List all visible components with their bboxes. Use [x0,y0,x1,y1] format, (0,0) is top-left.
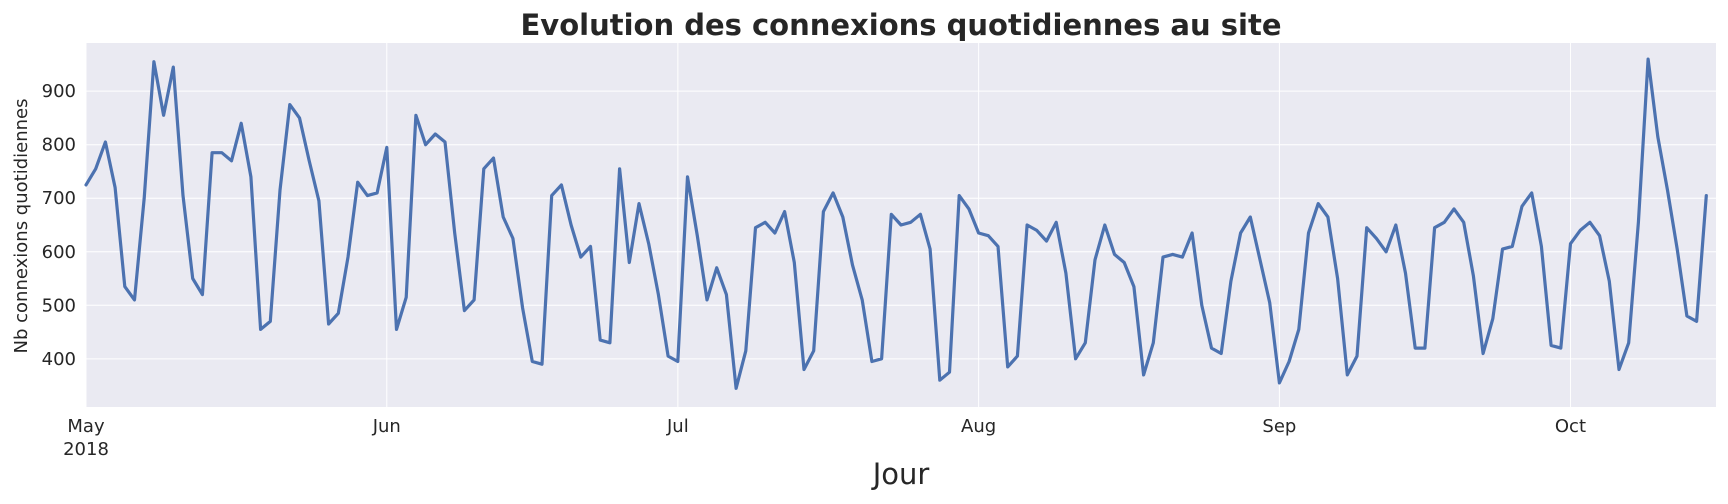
y-tick-label: 600 [42,242,76,263]
x-tick-label: May [67,416,105,437]
x-tick-label: Jun [372,416,401,437]
x-tick-label: Sep [1262,416,1296,437]
y-tick-label: 500 [42,295,76,316]
y-tick-labels: 400 500 600 700 800 900 [42,81,76,370]
y-tick-label: 800 [42,135,76,156]
y-tick-label: 900 [42,81,76,102]
x-tick-label: Aug [961,416,996,437]
series-layer [84,57,1708,390]
grid-layer [85,43,1716,407]
x-axis-label: Jour [871,457,930,491]
y-tick-label: 700 [42,188,76,209]
x-tick-sublabel: 2018 [63,439,109,460]
x-tick-label: Oct [1555,416,1586,437]
chart-title: Evolution des connexions quotidiennes au… [521,8,1282,42]
x-tick-label: Jul [666,416,689,437]
y-tick-label: 400 [42,349,76,370]
series-line [84,57,1708,390]
y-axis-label: Nb connexions quotidiennes [11,99,32,354]
